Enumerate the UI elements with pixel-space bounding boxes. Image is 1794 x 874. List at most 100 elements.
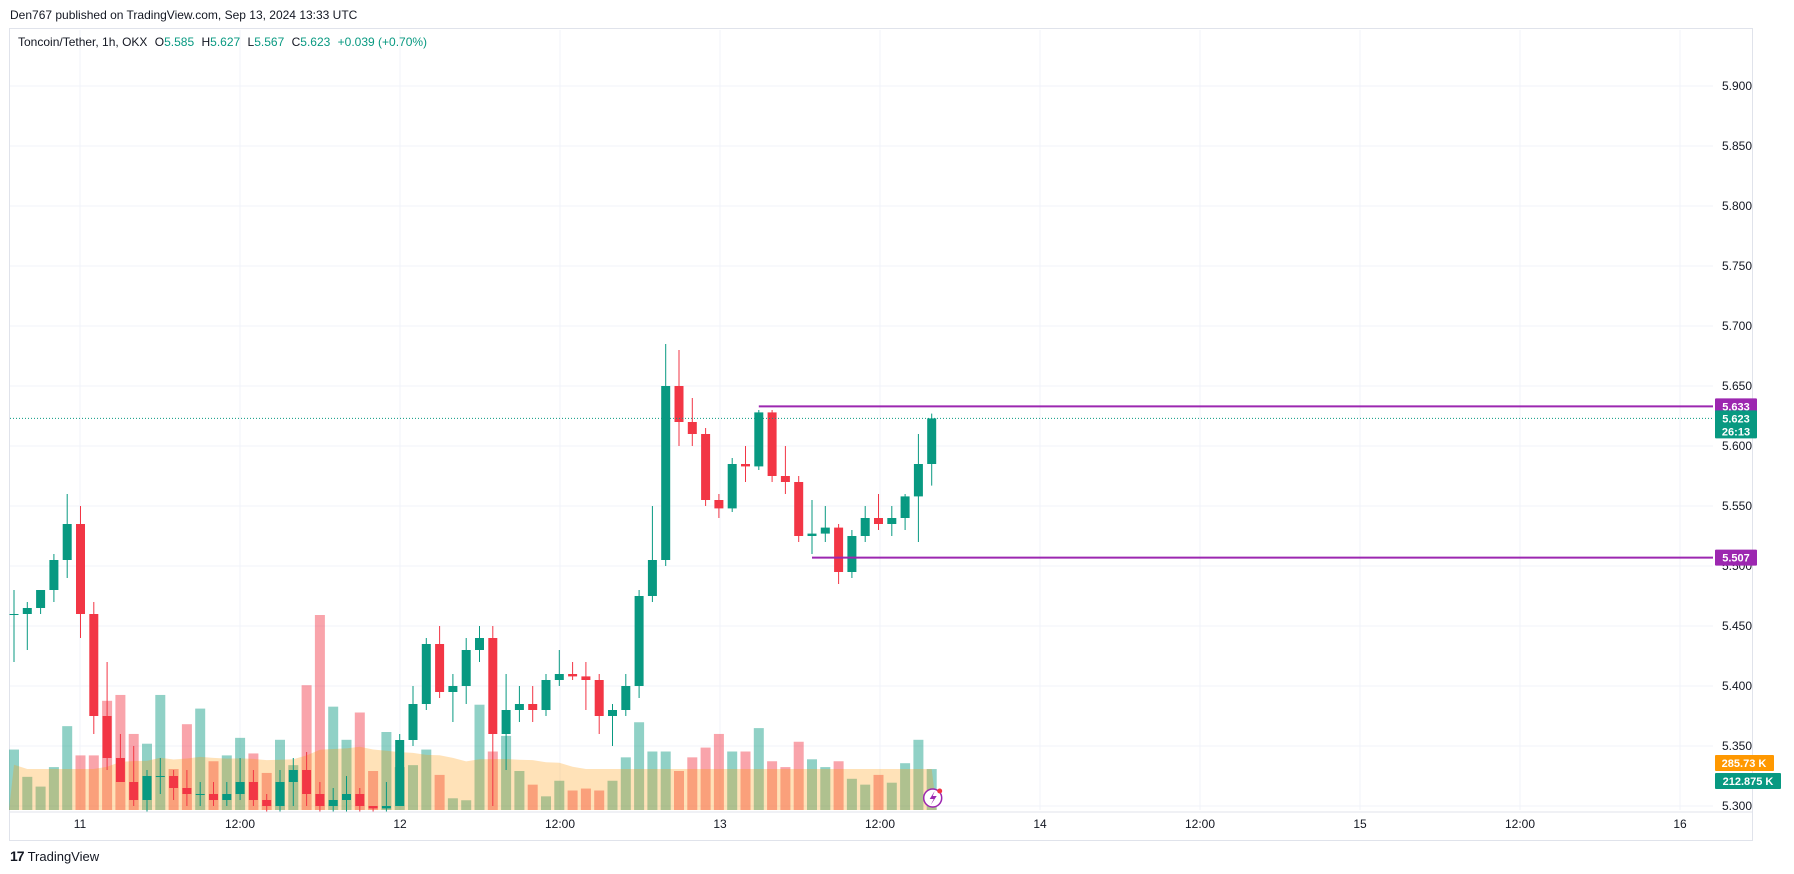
volume-bar bbox=[753, 728, 764, 810]
close-value: 5.623 bbox=[300, 35, 331, 49]
candle-body bbox=[741, 464, 750, 467]
candle-body bbox=[687, 422, 697, 434]
candle-body bbox=[235, 782, 245, 794]
candle-body bbox=[874, 518, 883, 524]
x-tick-label: 12 bbox=[393, 817, 407, 831]
volume-bar bbox=[833, 761, 844, 810]
candle-body bbox=[62, 524, 72, 560]
volume-bar bbox=[314, 615, 325, 810]
volume-ma-area bbox=[9, 746, 937, 810]
candle-body bbox=[767, 412, 777, 476]
candle-body bbox=[860, 518, 870, 536]
volume-bar bbox=[860, 784, 871, 810]
volume-bar bbox=[793, 741, 804, 810]
candle-body bbox=[421, 644, 431, 704]
candle-body bbox=[634, 596, 644, 686]
x-tick-label: 12:00 bbox=[545, 817, 575, 831]
candle-body bbox=[834, 527, 844, 572]
high-label: H bbox=[201, 35, 211, 49]
candle-body bbox=[76, 524, 85, 614]
volume-bar bbox=[807, 759, 817, 810]
axes: 5.900 5.850 5.800 5.750 5.700 5.650 5.600 5.550… bbox=[10, 79, 1752, 831]
y-tick-label: 5.450 bbox=[1722, 619, 1752, 633]
volume-bar bbox=[554, 780, 565, 810]
candle-body bbox=[115, 758, 125, 782]
candle-body bbox=[913, 464, 923, 497]
candle-body bbox=[49, 560, 59, 590]
candle-body bbox=[621, 686, 631, 710]
symbol-legend: Toncoin/Tether, 1h, OKX O5.585 H5.627 L5… bbox=[18, 35, 427, 49]
last-price-tag bbox=[1715, 410, 1757, 439]
volume-bar bbox=[580, 788, 591, 810]
candle-body bbox=[887, 518, 897, 524]
candle-body bbox=[900, 496, 910, 518]
candle-body bbox=[182, 788, 192, 794]
level-price-label: 5.507 bbox=[1722, 553, 1750, 565]
volume-bar bbox=[634, 722, 645, 810]
y-tick-label: 5.850 bbox=[1722, 139, 1752, 153]
volume-bar bbox=[368, 771, 379, 810]
volume-bar bbox=[421, 749, 432, 810]
volume-bar bbox=[514, 771, 525, 810]
last-price-label: 5.623 bbox=[1722, 413, 1750, 425]
volume-bar bbox=[780, 767, 791, 810]
y-tick-label: 5.350 bbox=[1722, 739, 1752, 753]
lightning-bolt-icon bbox=[929, 791, 937, 805]
candle-body bbox=[288, 770, 298, 782]
candle-body bbox=[488, 638, 498, 734]
x-tick-label: 16 bbox=[1673, 817, 1687, 831]
volume-bar bbox=[261, 772, 272, 810]
y-tick-label: 5.800 bbox=[1722, 199, 1752, 213]
volume-bar bbox=[301, 685, 312, 810]
candle-body bbox=[169, 776, 179, 788]
candle-body bbox=[248, 782, 258, 800]
volume-bar bbox=[900, 763, 911, 810]
low-label: L bbox=[247, 35, 255, 49]
candle-body bbox=[794, 482, 804, 536]
candle-body bbox=[155, 776, 165, 777]
volume-bar bbox=[647, 751, 658, 810]
level-price-tag bbox=[1715, 549, 1757, 566]
candle-body bbox=[102, 716, 112, 758]
open-value: 5.585 bbox=[164, 35, 195, 49]
candles bbox=[9, 344, 937, 812]
volume-bar bbox=[660, 751, 671, 810]
candle-body bbox=[222, 794, 232, 800]
countdown-label: 26:13 bbox=[1722, 426, 1750, 438]
volume-bar bbox=[567, 790, 578, 810]
volume-bar bbox=[474, 704, 485, 810]
x-tick-label: 13 bbox=[713, 817, 727, 831]
candle-body bbox=[475, 638, 484, 650]
y-tick-label: 5.650 bbox=[1722, 379, 1752, 393]
volume-bar bbox=[820, 767, 831, 810]
volume-bar bbox=[195, 708, 206, 810]
candle-body bbox=[368, 806, 378, 809]
candle-body bbox=[461, 650, 471, 686]
volume-bar bbox=[75, 755, 86, 810]
x-tick-label: 12:00 bbox=[225, 817, 255, 831]
volume-bar bbox=[447, 798, 458, 810]
volume-bar bbox=[341, 739, 352, 810]
candle-body bbox=[302, 770, 312, 794]
candle-body bbox=[355, 794, 365, 806]
volume-bar bbox=[767, 761, 778, 810]
y-tick-label: 5.400 bbox=[1722, 679, 1752, 693]
x-tick-label: 12:00 bbox=[1185, 817, 1215, 831]
volume-bar bbox=[607, 780, 618, 810]
candle-body bbox=[528, 704, 538, 710]
candle-body bbox=[568, 674, 578, 677]
x-tick-label: 15 bbox=[1353, 817, 1367, 831]
candle-body bbox=[448, 686, 458, 692]
footer-brand[interactable]: 17 TradingView bbox=[10, 848, 99, 864]
volume-bar bbox=[35, 786, 46, 810]
candle-body bbox=[754, 412, 764, 467]
candle-body bbox=[22, 608, 32, 614]
horizontal-levels bbox=[10, 405, 1713, 559]
candle-body bbox=[89, 614, 99, 716]
y-tick-label: 5.900 bbox=[1722, 79, 1752, 93]
volume-bar bbox=[62, 726, 73, 810]
y-tick-label: 5.700 bbox=[1722, 319, 1752, 333]
volume-bar bbox=[674, 771, 684, 810]
candle-body bbox=[714, 500, 724, 509]
